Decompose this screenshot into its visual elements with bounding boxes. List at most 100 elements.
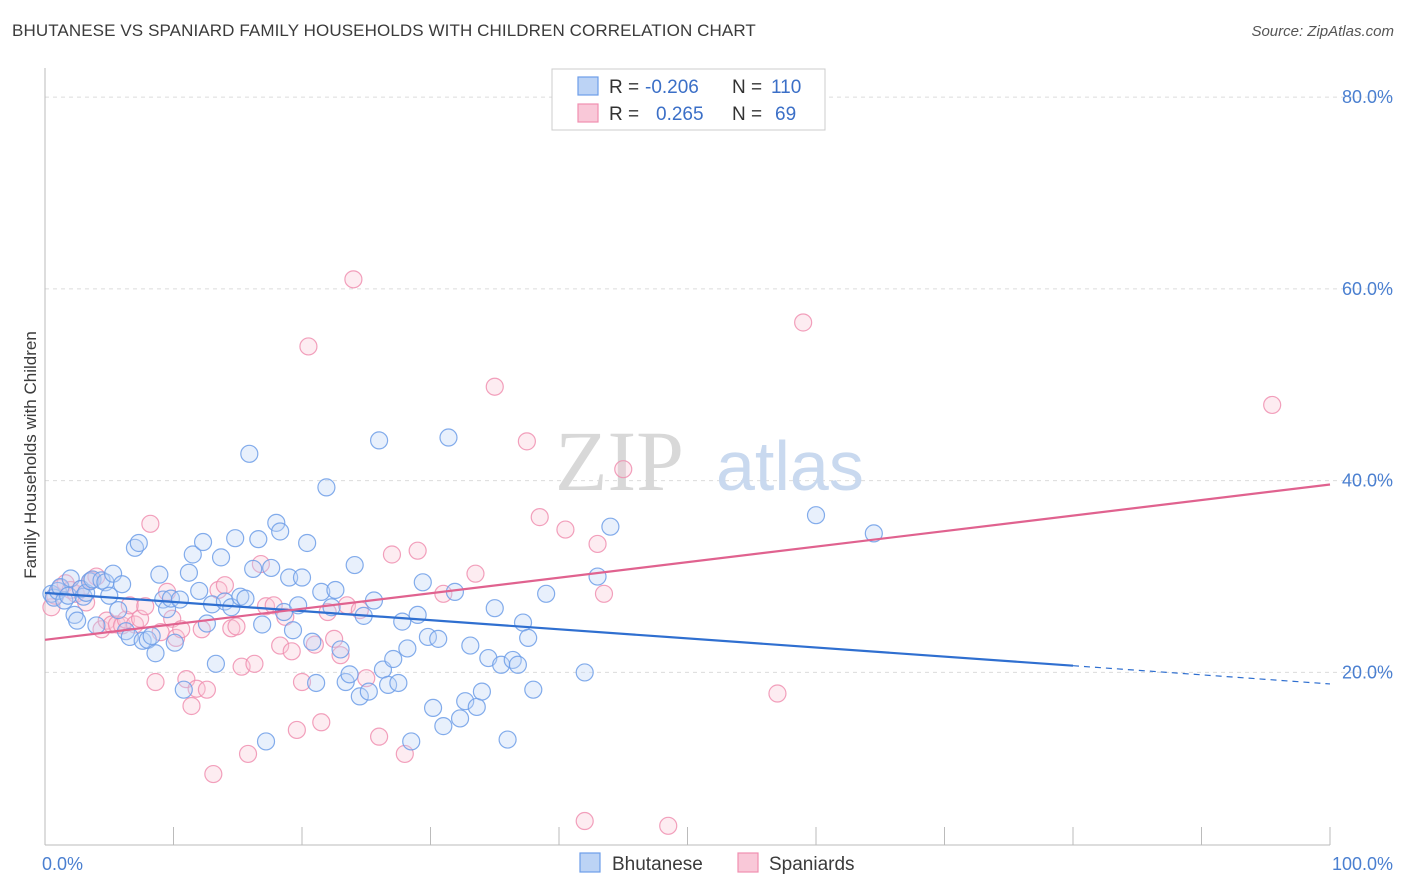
legend-r-value-2: 0.265 bbox=[656, 104, 704, 125]
spaniards-point bbox=[305, 635, 324, 654]
spaniards-point bbox=[594, 584, 614, 603]
bottom-legend-swatch-bhutanese bbox=[579, 852, 601, 873]
bhutanese-point bbox=[298, 533, 317, 553]
spaniards-trend-line bbox=[44, 483, 1331, 641]
spaniards-point bbox=[136, 597, 155, 616]
y-axis-label: Family Households with Children bbox=[21, 331, 40, 579]
bhutanese-point bbox=[190, 581, 209, 601]
bhutanese-point bbox=[393, 612, 412, 631]
bhutanese-point bbox=[456, 692, 475, 711]
bhutanese-point bbox=[389, 673, 408, 693]
bhutanese-point bbox=[408, 605, 427, 625]
bhutanese-point bbox=[174, 680, 193, 699]
bhutanese-point bbox=[519, 628, 538, 648]
spaniards-point bbox=[517, 432, 536, 451]
bhutanese-point bbox=[498, 730, 517, 749]
spaniards-point bbox=[659, 816, 678, 835]
bhutanese-point bbox=[370, 431, 389, 450]
spaniards-point bbox=[282, 642, 301, 661]
spaniards-point bbox=[344, 270, 363, 289]
bhutanese-point bbox=[226, 529, 245, 548]
y-tick-label: 60.0% bbox=[1342, 279, 1393, 299]
spaniards-point bbox=[588, 534, 607, 554]
bhutanese-point bbox=[292, 568, 312, 587]
legend-n-value-2: 69 bbox=[775, 104, 796, 125]
trend-lines bbox=[44, 483, 1331, 685]
bhutanese-point bbox=[307, 673, 326, 693]
legend-swatch-spaniards bbox=[577, 103, 599, 123]
bhutanese-point bbox=[345, 555, 364, 575]
zipatlas-watermark: ZIP atlas bbox=[555, 413, 864, 509]
bhutanese-point bbox=[485, 599, 504, 618]
bhutanese-point bbox=[450, 709, 470, 728]
axes bbox=[44, 68, 1331, 846]
spaniards-point bbox=[271, 636, 290, 655]
legend-r-value-1: -0.206 bbox=[645, 77, 699, 98]
bhutanese-point bbox=[256, 732, 276, 751]
legend-r-label-1: R = bbox=[609, 77, 639, 98]
bhutanese-point bbox=[508, 655, 527, 674]
bhutanese-point bbox=[461, 636, 480, 655]
spaniards-point bbox=[325, 629, 344, 648]
bhutanese-point bbox=[402, 732, 421, 751]
legend-n-label-2: N = bbox=[732, 104, 762, 125]
bhutanese-point bbox=[398, 639, 417, 658]
spaniards-point bbox=[614, 460, 633, 479]
spaniards-point bbox=[485, 377, 504, 396]
spaniards-point bbox=[215, 576, 234, 595]
chart-title: BHUTANESE VS SPANIARD FAMILY HOUSEHOLDS … bbox=[12, 21, 756, 40]
watermark-atlas: atlas bbox=[716, 427, 864, 505]
bhutanese-point bbox=[193, 532, 213, 552]
spaniards-point bbox=[107, 615, 127, 634]
bhutanese-point bbox=[537, 584, 556, 603]
bhutanese-point bbox=[429, 629, 448, 648]
tick-labels: 20.0% 40.0% 60.0% 80.0% 0.0% 100.0% bbox=[42, 87, 1393, 874]
bhutanese-point bbox=[262, 558, 281, 578]
spaniards-point bbox=[299, 337, 318, 356]
bhutanese-point bbox=[575, 663, 594, 682]
bhutanese-point bbox=[240, 444, 259, 463]
bhutanese-point bbox=[112, 575, 132, 594]
bhutanese-point bbox=[236, 589, 255, 608]
bhutanese-point bbox=[197, 614, 217, 633]
spaniards-point bbox=[556, 520, 575, 539]
spaniards-point bbox=[238, 744, 258, 764]
grid-lines bbox=[45, 96, 1392, 673]
spaniards-point bbox=[204, 764, 223, 784]
bhutanese-point bbox=[109, 601, 128, 620]
bhutanese-point bbox=[434, 717, 453, 736]
bhutanese-point bbox=[359, 682, 378, 701]
legend-n-value-1: 110 bbox=[771, 77, 801, 98]
bhutanese-point bbox=[472, 682, 491, 701]
y-tick-label: 40.0% bbox=[1342, 471, 1393, 491]
bhutanese-trend-extension bbox=[1072, 665, 1331, 685]
bhutanese-point bbox=[150, 565, 169, 584]
bhutanese-point bbox=[142, 626, 161, 646]
bottom-legend-swatch-spaniards bbox=[737, 852, 759, 873]
spaniards-point bbox=[768, 684, 787, 703]
bhutanese-point bbox=[267, 513, 286, 532]
spaniards-point bbox=[146, 672, 165, 692]
legend-n-label-1: N = bbox=[732, 77, 762, 98]
bhutanese-point bbox=[280, 568, 299, 587]
bhutanese-point bbox=[104, 564, 123, 583]
bhutanese-point bbox=[524, 680, 543, 699]
bhutanese-point bbox=[513, 613, 533, 632]
bhutanese-point bbox=[423, 698, 443, 717]
spaniards-point bbox=[530, 508, 549, 527]
bhutanese-point bbox=[87, 616, 106, 635]
spaniards-point bbox=[408, 541, 427, 560]
bottom-legend-label-bhutanese: Bhutanese bbox=[612, 854, 703, 875]
spaniards-point bbox=[182, 696, 201, 716]
bhutanese-point bbox=[244, 559, 263, 578]
spaniards-point bbox=[370, 727, 389, 746]
x-tick-label-min: 0.0% bbox=[42, 854, 83, 874]
spaniards-point bbox=[256, 597, 276, 616]
spaniards-point bbox=[794, 313, 813, 332]
chart-source: Source: ZipAtlas.com bbox=[1251, 23, 1394, 40]
spaniards-point bbox=[197, 680, 217, 699]
bhutanese-point bbox=[331, 640, 350, 659]
bhutanese-point bbox=[129, 533, 148, 553]
bhutanese-point bbox=[165, 633, 184, 652]
spaniards-point bbox=[382, 545, 402, 564]
